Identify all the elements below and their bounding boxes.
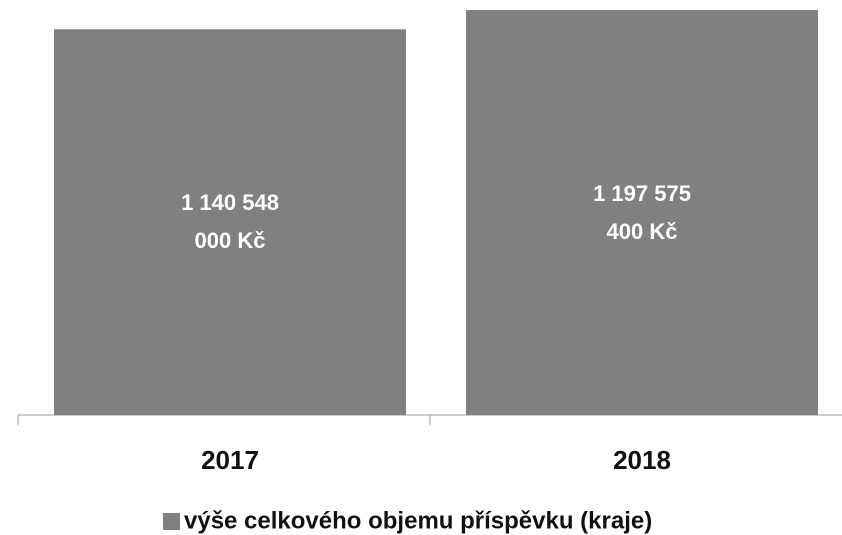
x-tick-label: 2018: [613, 445, 671, 475]
bar: [466, 10, 818, 415]
legend-label: výše celkového objemu příspěvku (kraje): [184, 507, 652, 534]
x-tick-label: 2017: [201, 445, 259, 475]
bar: [54, 29, 406, 416]
value-label: 1 197 575 400 Kč: [593, 180, 691, 244]
legend-swatch: [163, 513, 180, 530]
value-label: 1 140 548 000 Kč: [181, 190, 279, 254]
